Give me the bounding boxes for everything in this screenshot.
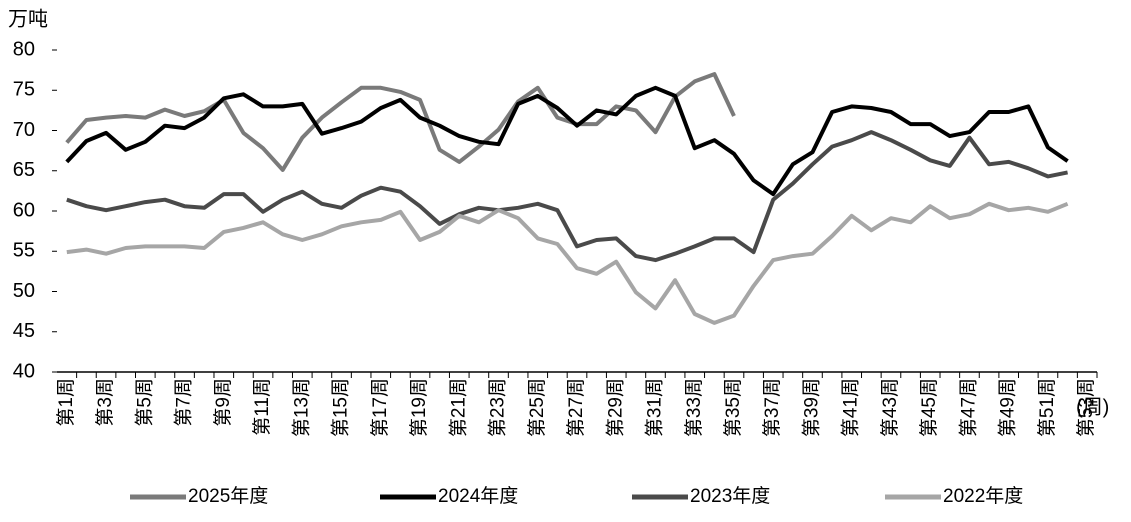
x-tick-label: 第21周 <box>447 378 469 437</box>
x-tick-label: 第45周 <box>918 378 940 437</box>
x-tick-label: 第43周 <box>879 378 901 437</box>
y-tick-label: 70 <box>13 119 35 141</box>
x-tick-label: 第25周 <box>526 378 548 437</box>
x-tick-label: 第15周 <box>330 378 352 437</box>
series-line <box>66 130 1068 263</box>
x-tick-label: 第35周 <box>722 378 744 437</box>
legend-label: 2023年度 <box>690 485 770 507</box>
series-line <box>65 72 736 172</box>
x-tick-label: 第49周 <box>997 378 1019 437</box>
x-tick-label: 第23周 <box>487 378 509 437</box>
series-line <box>65 85 1069 197</box>
y-tick-label: 80 <box>13 38 35 60</box>
y-tick-label: 60 <box>13 199 35 221</box>
x-tick-label: 第53周 <box>1075 378 1097 437</box>
y-tick-label: 50 <box>13 280 35 302</box>
legend-label: 2022年度 <box>943 485 1023 507</box>
x-tick-label: 第19周 <box>408 378 430 437</box>
x-tick-label: 第29周 <box>604 378 626 437</box>
x-tick-label: 第27周 <box>565 378 587 437</box>
legend-label: 2024年度 <box>438 485 518 507</box>
y-tick-label: 65 <box>13 159 35 181</box>
x-tick-label: 第33周 <box>683 378 705 437</box>
x-tick-label: 第3周 <box>94 378 116 427</box>
y-tick-label: 75 <box>13 79 35 101</box>
y-tick-label: 55 <box>13 240 35 262</box>
x-tick-label: 第39周 <box>800 378 822 437</box>
x-tick-label: 第1周 <box>55 378 77 427</box>
y-tick-label: 45 <box>13 320 35 342</box>
x-tick-label: 第7周 <box>173 378 195 427</box>
x-tick-label: 第41周 <box>840 378 862 437</box>
x-tick-label: 第51周 <box>1036 378 1058 437</box>
x-tick-label: 第11周 <box>251 378 273 436</box>
y-tick-label: 40 <box>13 360 35 382</box>
x-tick-label: 第47周 <box>957 378 979 437</box>
x-tick-label: 第13周 <box>290 378 312 437</box>
legend-label: 2025年度 <box>188 485 268 507</box>
x-tick-label: 第17周 <box>369 378 391 437</box>
series-line <box>66 201 1069 325</box>
x-tick-label: 第37周 <box>761 378 783 437</box>
y-axis-unit: 万吨 <box>8 7 48 30</box>
x-axis-label: (周) <box>1076 396 1109 418</box>
x-tick-label: 第9周 <box>212 378 234 427</box>
x-tick-label: 第31周 <box>644 378 666 437</box>
x-tick-label: 第5周 <box>133 378 155 427</box>
